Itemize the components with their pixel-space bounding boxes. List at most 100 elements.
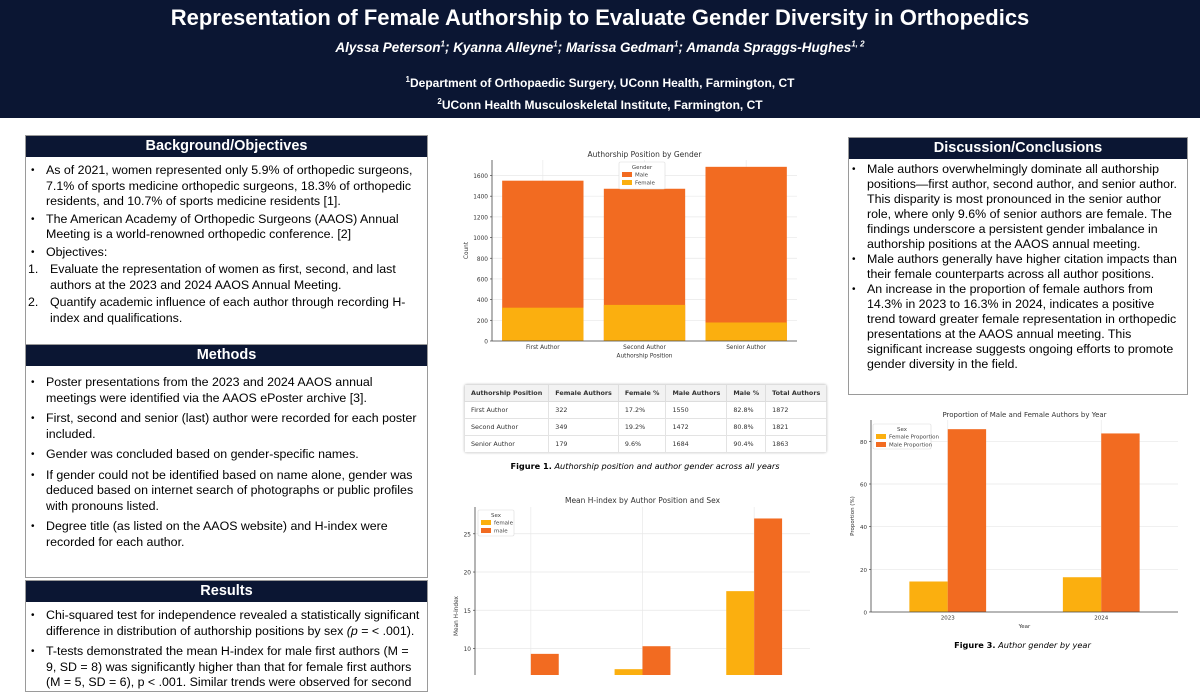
table-row: First Author 322 17.2% 1550 82.8% 1872 (464, 401, 828, 419)
list-item: T-tests demonstrated the mean H-index fo… (28, 644, 421, 691)
figure3-caption: Figure 3. Author gender by year (954, 640, 1091, 650)
legend-label: female (494, 521, 514, 527)
authorship-chart: Authorship Position by Gender 0 200 400 600 8… (464, 150, 797, 360)
list-item: If gender could not be identified based … (28, 468, 421, 515)
methods-list: Poster presentations from the 2023 and 2… (26, 366, 427, 550)
list-item: The American Academy of Orthopedic Surge… (28, 212, 421, 243)
author-list: Alyssa Peterson1; Kyanna Alleyne1; Maris… (335, 39, 865, 55)
x-tick-label: Senior Author (726, 345, 766, 351)
authorship-table-wrapper: Authorship Position Female Authors Female … (464, 384, 828, 453)
legend-title: Sex (897, 427, 908, 433)
table-cell: 90.4% (726, 435, 767, 453)
list-item: An increase in the proportion of female … (849, 282, 1183, 372)
table-row: Senior Author 179 9.6% 1684 90.4% 1863 (464, 435, 828, 453)
x-axis-label: Authorship Position (617, 354, 673, 360)
column-header: Female % (617, 384, 667, 402)
figure1-caption: Figure 1. Authorship position and author… (510, 461, 780, 471)
table-header-row: Authorship Position Female Authors Female … (464, 384, 828, 402)
bar-male (754, 518, 783, 675)
author: Marissa Gedman1 (565, 39, 679, 55)
table-cell: 1472 (665, 418, 728, 436)
table-cell: First Author (464, 401, 550, 419)
affiliation-2: 2UConn Health Musculoskeletal Institute,… (437, 97, 763, 112)
y-tick-label: 1000 (473, 236, 488, 242)
column-header: Female Authors (548, 384, 619, 402)
objective-item: 1. Evaluate the representation of women a… (28, 262, 396, 292)
y-axis-label: Proportion (%) (850, 496, 856, 536)
bar-female-proportion (1062, 577, 1102, 612)
discussion-section: Discussion/Conclusions Male authors over… (848, 137, 1188, 395)
legend-swatch (622, 180, 632, 185)
list-item: Male authors overwhelmingly dominate all… (849, 162, 1183, 252)
table-cell: 322 (548, 401, 619, 419)
x-tick-label: Second Author (623, 345, 666, 351)
table-cell: 80.8% (726, 418, 767, 436)
table-row: Second Author 349 19.2% 1472 80.8% 1821 (464, 418, 828, 436)
x-tick-label: 2024 (1094, 616, 1108, 622)
y-tick-label: 0 (484, 340, 488, 346)
column-header: Male % (726, 384, 767, 402)
y-tick-label: 40 (860, 525, 867, 531)
list-item: Objectives: (28, 245, 421, 261)
legend-swatch (876, 434, 886, 439)
legend-label: male (494, 529, 508, 535)
legend-title: Sex (491, 513, 502, 519)
list-item: Degree title (as listed on the AAOS webs… (28, 519, 421, 550)
legend-label: Female (635, 181, 656, 187)
objective-item: 2. Quantify academic influence of each au… (28, 295, 406, 325)
table-cell: 1863 (765, 435, 828, 453)
y-tick-label: 60 (860, 483, 867, 489)
y-tick-label: 20 (464, 571, 472, 577)
section-heading: Discussion/Conclusions (849, 138, 1187, 159)
hindex-chart: Mean H-index by Author Position and Sex 1… (454, 496, 810, 675)
legend-box (872, 423, 932, 450)
x-tick-label: First Author (526, 345, 560, 351)
authorship-table: Authorship Position Female Authors Female … (464, 384, 828, 453)
legend-label: Female Proportion (889, 435, 940, 441)
section-heading: Background/Objectives (26, 136, 427, 157)
bar-female-proportion (909, 581, 948, 612)
table-cell: 1684 (665, 435, 728, 453)
author: Kyanna Alleyne1 (453, 39, 558, 55)
table-cell: 1872 (765, 401, 828, 419)
section-heading: Methods (26, 345, 427, 366)
table-cell: 82.8% (726, 401, 767, 419)
legend-title: Gender (632, 165, 653, 171)
legend-swatch (481, 520, 491, 525)
y-tick-label: 1600 (473, 174, 488, 180)
poster-header: Representation of Female Authorship to E… (0, 0, 1200, 118)
list-item: Poster presentations from the 2023 and 2… (28, 375, 421, 406)
bar-male (642, 646, 671, 675)
chart-title: Authorship Position by Gender (588, 150, 703, 159)
list-item: Male authors generally have higher citat… (849, 252, 1183, 282)
y-tick-label: 1400 (473, 195, 488, 201)
chart-title: Mean H-index by Author Position and Sex (565, 496, 721, 505)
bar-female (603, 304, 686, 341)
table-cell: 19.2% (617, 418, 667, 436)
y-tick-label: 400 (477, 298, 488, 304)
y-tick-label: 800 (477, 257, 488, 263)
author: Alyssa Peterson1 (335, 39, 445, 55)
table-cell: 9.6% (617, 435, 667, 453)
author: Amanda Spraggs-Hughes1, 2 (686, 39, 865, 55)
bar-female (705, 322, 787, 341)
background-list: As of 2021, women represented only 5.9% … (26, 157, 427, 326)
list-item: Gender was concluded based on gender-spe… (28, 447, 421, 463)
y-tick-label: 1200 (473, 215, 488, 221)
legend-swatch (876, 442, 886, 447)
y-tick-label: 0 (864, 611, 868, 617)
list-item: As of 2021, women represented only 5.9% … (28, 163, 421, 210)
legend-swatch (622, 172, 632, 177)
bar-male-proportion (1101, 433, 1140, 612)
y-axis-label: Mean H-index (454, 595, 460, 636)
list-item: First, second and senior (last) author w… (28, 411, 421, 442)
table-cell: 1821 (765, 418, 828, 436)
y-tick-label: 10 (464, 647, 472, 653)
table-cell: 179 (548, 435, 619, 453)
column-header: Total Authors (765, 384, 828, 402)
legend-label: Male Proportion (889, 443, 933, 449)
results-section: Results Chi-squared test for independenc… (25, 580, 428, 692)
table-cell: 1550 (665, 401, 728, 419)
discussion-list: Male authors overwhelmingly dominate all… (849, 159, 1187, 372)
column-header: Male Authors (665, 384, 728, 402)
